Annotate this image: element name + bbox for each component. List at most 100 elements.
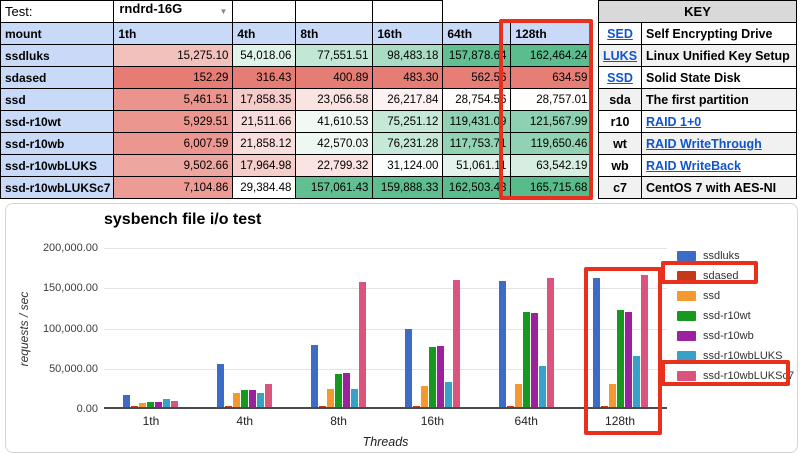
value-cell[interactable]: 29,384.48 bbox=[232, 176, 297, 199]
key-row: LUKS Linux Unified Key Setup bbox=[597, 44, 798, 67]
value-cell[interactable]: 21,511.66 bbox=[232, 110, 297, 133]
test-label[interactable]: Test: bbox=[0, 0, 115, 23]
key-abbr-wt: wt bbox=[597, 132, 643, 155]
value-cell[interactable]: 63,542.19 bbox=[510, 154, 593, 177]
row-header-ssd-r10wbLUKS[interactable]: ssd-r10wbLUKS bbox=[0, 154, 115, 177]
key-abbr-LUKS[interactable]: LUKS bbox=[597, 44, 643, 67]
legend-swatch-icon bbox=[677, 310, 696, 321]
row-header-ssdluks[interactable]: ssdluks bbox=[0, 44, 115, 67]
value-cell[interactable]: 41,610.53 bbox=[295, 110, 374, 133]
value-cell[interactable]: 152.29 bbox=[113, 66, 234, 89]
bar-ssd-1th bbox=[139, 403, 147, 407]
row-header-ssd[interactable]: ssd bbox=[0, 88, 115, 111]
value-cell[interactable]: 5,461.51 bbox=[113, 88, 234, 111]
column-header-128th[interactable]: 128th bbox=[510, 22, 593, 45]
row-header-ssd-r10wbLUKSc7[interactable]: ssd-r10wbLUKSc7 bbox=[0, 176, 115, 199]
bar-ssd-r10wt-16th bbox=[428, 347, 436, 407]
bar-ssd-r10wbLUKSc7-64th bbox=[546, 278, 554, 407]
value-cell[interactable]: 316.43 bbox=[232, 66, 297, 89]
caret-down-icon: ▼ bbox=[219, 7, 228, 16]
value-cell[interactable]: 162,503.43 bbox=[442, 176, 512, 199]
value-cell[interactable]: 119,431.09 bbox=[442, 110, 512, 133]
bar-ssd-128th bbox=[608, 384, 616, 407]
value-cell[interactable]: 400.89 bbox=[295, 66, 374, 89]
row-header-sdased[interactable]: sdased bbox=[0, 66, 115, 89]
table-row: ssdluks 15,275.10 54,018.06 77,551.51 98,483… bbox=[0, 44, 593, 67]
legend-swatch-icon bbox=[677, 370, 696, 381]
value-cell[interactable]: 121,567.99 bbox=[510, 110, 593, 133]
value-cell[interactable]: 159,888.33 bbox=[372, 176, 444, 199]
value-cell[interactable]: 117,753.71 bbox=[442, 132, 512, 155]
empty-cell[interactable] bbox=[372, 0, 444, 23]
column-header-mount[interactable]: mount bbox=[0, 22, 115, 45]
key-desc: Linux Unified Key Setup bbox=[641, 44, 798, 67]
x-tick-label-4th: 4th bbox=[236, 414, 254, 428]
value-cell[interactable]: 483.30 bbox=[372, 66, 444, 89]
key-desc[interactable]: RAID 1+0 bbox=[641, 110, 798, 133]
key-abbr-SED[interactable]: SED bbox=[597, 22, 643, 45]
value-cell[interactable]: 28,757.01 bbox=[510, 88, 593, 111]
empty-cell[interactable] bbox=[232, 0, 297, 23]
test-dropdown[interactable]: rndrd-16G ▼ bbox=[113, 0, 234, 23]
table-row: ssd-r10wb 6,007.59 21,858.12 42,570.03 76,23… bbox=[0, 132, 593, 155]
value-cell[interactable]: 51,061.11 bbox=[442, 154, 512, 177]
value-cell[interactable]: 15,275.10 bbox=[113, 44, 234, 67]
column-header-64th[interactable]: 64th bbox=[442, 22, 512, 45]
key-desc: Self Encrypting Drive bbox=[641, 22, 798, 45]
table-row: ssd 5,461.51 17,858.35 23,056.58 26,217.84 28… bbox=[0, 88, 593, 111]
value-cell[interactable]: 31,124.00 bbox=[372, 154, 444, 177]
value-cell[interactable]: 7,104.86 bbox=[113, 176, 234, 199]
key-desc[interactable]: RAID WriteBack bbox=[641, 154, 798, 177]
key-row: SSD Solid State Disk bbox=[597, 66, 798, 89]
bar-ssd-r10wbLUKS-1th bbox=[163, 399, 171, 407]
bar-ssd-r10wbLUKSc7-4th bbox=[265, 384, 273, 407]
value-cell[interactable]: 98,483.18 bbox=[372, 44, 444, 67]
value-cell[interactable]: 162,464.24 bbox=[510, 44, 593, 67]
value-cell[interactable]: 23,056.58 bbox=[295, 88, 374, 111]
value-cell[interactable]: 22,799.32 bbox=[295, 154, 374, 177]
value-cell[interactable]: 42,570.03 bbox=[295, 132, 374, 155]
column-header-4th[interactable]: 4th bbox=[232, 22, 297, 45]
value-cell[interactable]: 5,929.51 bbox=[113, 110, 234, 133]
bar-ssdluks-64th bbox=[498, 281, 506, 407]
value-cell[interactable]: 28,754.56 bbox=[442, 88, 512, 111]
value-cell[interactable]: 54,018.06 bbox=[232, 44, 297, 67]
x-tick-label-16th: 16th bbox=[420, 414, 445, 428]
legend-label: ssdluks bbox=[703, 249, 740, 262]
value-cell[interactable]: 77,551.51 bbox=[295, 44, 374, 67]
gridline bbox=[104, 248, 667, 249]
value-cell[interactable]: 17,964.98 bbox=[232, 154, 297, 177]
value-cell[interactable]: 75,251.12 bbox=[372, 110, 444, 133]
value-cell[interactable]: 6,007.59 bbox=[113, 132, 234, 155]
key-desc: CentOS 7 with AES-NI bbox=[641, 176, 798, 199]
key-abbr-SSD[interactable]: SSD bbox=[597, 66, 643, 89]
table-row: ssd-r10wbLUKSc7 7,104.86 29,384.48 157,061.… bbox=[0, 176, 593, 199]
legend-label: sdased bbox=[703, 269, 739, 282]
value-cell[interactable]: 634.59 bbox=[510, 66, 593, 89]
empty-cell[interactable] bbox=[295, 0, 374, 23]
value-cell[interactable]: 562.56 bbox=[442, 66, 512, 89]
value-cell[interactable]: 26,217.84 bbox=[372, 88, 444, 111]
column-header-8th[interactable]: 8th bbox=[295, 22, 374, 45]
value-cell[interactable]: 157,878.64 bbox=[442, 44, 512, 67]
bar-ssd-r10wbLUKSc7-8th bbox=[359, 282, 367, 407]
value-cell[interactable]: 21,858.12 bbox=[232, 132, 297, 155]
bar-ssd-r10wbLUKS-64th bbox=[538, 366, 546, 407]
value-cell[interactable]: 9,502.66 bbox=[113, 154, 234, 177]
row-header-ssd-r10wb[interactable]: ssd-r10wb bbox=[0, 132, 115, 155]
column-header-1th[interactable]: 1th bbox=[113, 22, 234, 45]
value-cell[interactable]: 165,715.68 bbox=[510, 176, 593, 199]
value-cell[interactable]: 17,858.35 bbox=[232, 88, 297, 111]
column-header-16th[interactable]: 16th bbox=[372, 22, 444, 45]
value-cell[interactable]: 157,061.43 bbox=[295, 176, 374, 199]
row-header-ssd-r10wt[interactable]: ssd-r10wt bbox=[0, 110, 115, 133]
value-cell[interactable]: 76,231.28 bbox=[372, 132, 444, 155]
bar-ssd-r10wb-16th bbox=[436, 346, 444, 407]
x-tick-label-1th: 1th bbox=[142, 414, 160, 428]
bar-ssd-r10wbLUKS-4th bbox=[257, 393, 265, 407]
legend-label: ssd-r10wb bbox=[703, 329, 754, 342]
key-table: KEY SED Self Encrypting Drive LUKS Linux Un… bbox=[597, 0, 798, 199]
key-desc[interactable]: RAID WriteThrough bbox=[641, 132, 798, 155]
value-cell[interactable]: 119,650.46 bbox=[510, 132, 593, 155]
chart-container[interactable]: sysbench file i/o test requests / sec 20… bbox=[5, 203, 798, 453]
